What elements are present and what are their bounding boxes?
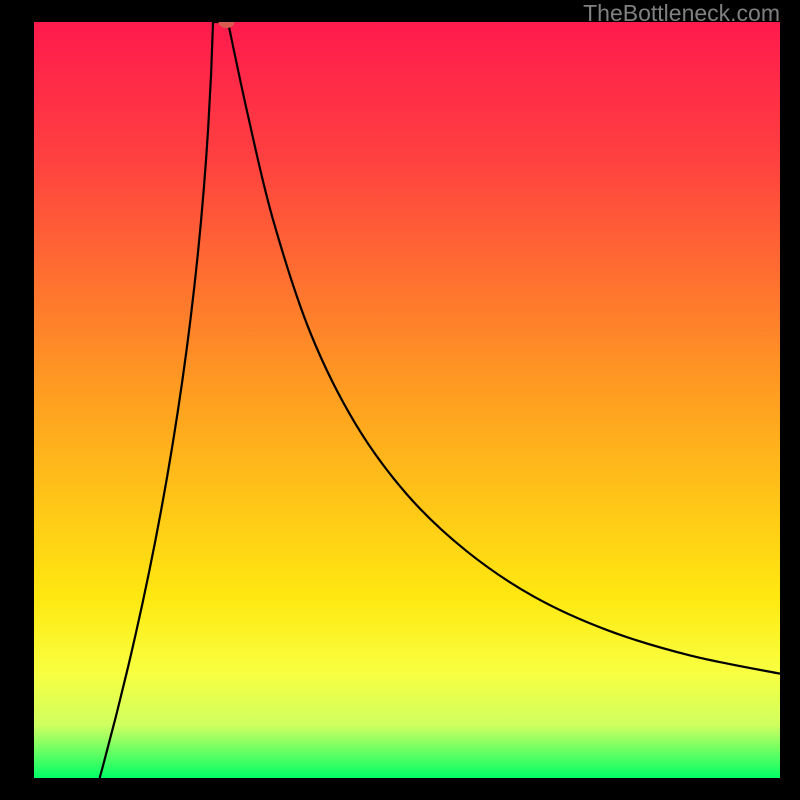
plot-area [34, 22, 780, 778]
optimal-point-marker [218, 22, 234, 28]
watermark-text: TheBottleneck.com [583, 0, 780, 27]
bottleneck-line [100, 22, 780, 778]
chart-frame: TheBottleneck.com [0, 0, 800, 800]
bottleneck-curve [34, 22, 780, 778]
